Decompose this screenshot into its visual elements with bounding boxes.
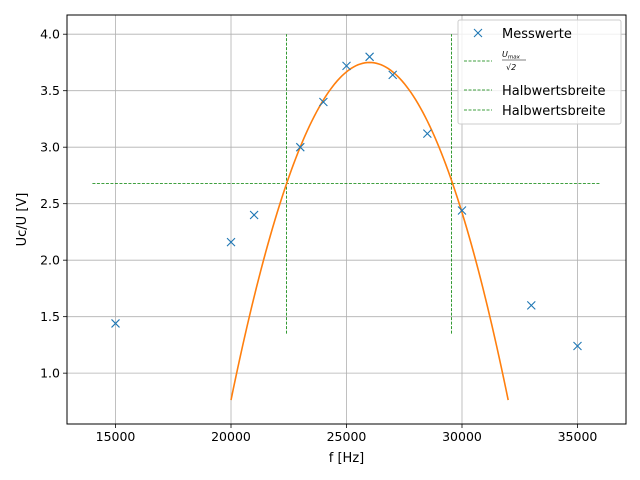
x-tick-label: 30000 (442, 429, 482, 444)
data-point (388, 70, 398, 80)
marker-stroke (342, 61, 351, 71)
y-tick-label: 2.0 (40, 253, 60, 268)
x-tick-label: 35000 (558, 429, 598, 444)
marker-stroke (526, 300, 536, 310)
data-point (573, 341, 582, 351)
data-point (295, 142, 305, 152)
axis-ticks: 15000 20000 25000 30000 35000 1.0 1.5 2.0 2.5 3.0… (40, 27, 597, 444)
marker-stroke (573, 341, 582, 351)
x-axis-label: f [Hz] (329, 451, 364, 466)
data-points (111, 52, 582, 351)
data-point (342, 61, 351, 71)
data-point (249, 210, 259, 220)
marker-stroke (226, 237, 236, 247)
marker-stroke (249, 210, 259, 220)
data-point (226, 237, 236, 247)
legend-label-halbwertsbreite-1: Halbwertsbreite (502, 84, 605, 99)
data-point (365, 52, 374, 62)
data-point (526, 300, 536, 310)
x-tick-label: 15000 (96, 429, 136, 444)
y-axis-label: Uc/U [V] (15, 193, 30, 247)
y-tick-label: 2.5 (40, 196, 60, 211)
marker-stroke (365, 52, 374, 62)
marker-stroke (319, 97, 328, 107)
fit-curve-group (230, 61, 509, 401)
legend-box (457, 19, 622, 125)
marker-stroke (473, 28, 483, 38)
marker-stroke (388, 70, 398, 80)
y-tick-label: 1.5 (40, 309, 60, 324)
legend-label-halbwertsbreite-2: Halbwertsbreite (502, 104, 605, 119)
y-tick-label: 4.0 (40, 27, 60, 42)
marker-stroke (457, 206, 467, 215)
legend-label-messwerte: Messwerte (502, 27, 572, 42)
legend-marker-x (473, 28, 483, 38)
data-point (457, 206, 467, 215)
legend-umax-denominator: √2 (506, 63, 516, 72)
data-point (319, 97, 328, 107)
y-tick-label: 3.0 (40, 140, 60, 155)
x-tick-label: 25000 (327, 429, 367, 444)
legend-marker-messwerte (473, 28, 483, 38)
data-point (111, 319, 120, 328)
marker-stroke (295, 142, 305, 152)
legend: Messwerte Umax √2 Halbwertsbreite Halbwe… (457, 19, 622, 125)
marker-stroke (111, 319, 120, 328)
legend-umax-numerator: Umax (502, 50, 521, 61)
data-point (422, 129, 432, 139)
grid (67, 15, 626, 424)
marker-stroke (422, 129, 432, 139)
y-tick-label: 3.5 (40, 83, 60, 98)
fit-curve (230, 61, 509, 401)
x-tick-label: 20000 (211, 429, 251, 444)
legend-label-umax: Umax √2 (502, 50, 526, 72)
y-tick-label: 1.0 (40, 366, 60, 381)
